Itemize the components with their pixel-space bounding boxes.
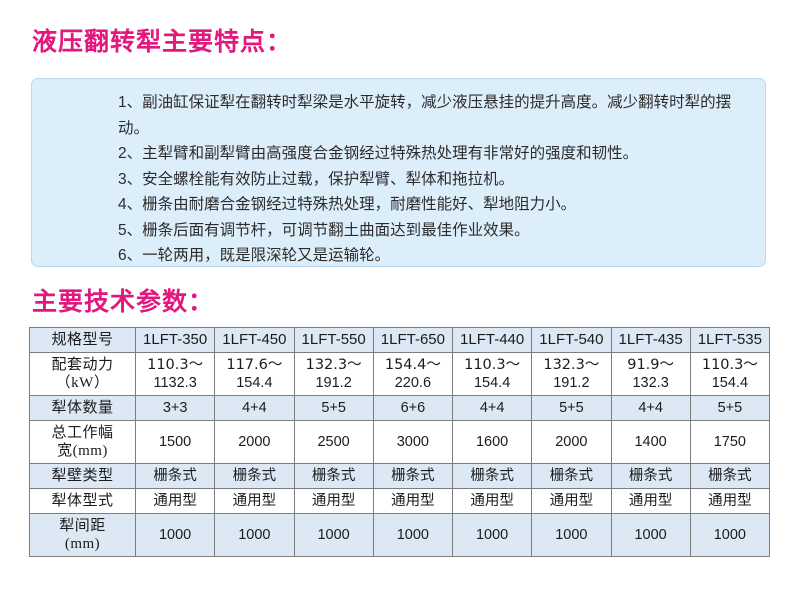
table-row: 犁体数量 3+3 4+4 5+5 6+6 4+4 5+5 4+4 5+5: [29, 395, 771, 421]
table-cell: 栅条式: [689, 463, 771, 489]
table-header-label: 规格型号: [29, 327, 136, 353]
feature-text: 1、副油缸保证犁在翻转时犁梁是水平旋转，减少液压悬挂的提升高度。减少翻转时犁的摆…: [118, 94, 732, 137]
table-header-cell: 1LFT-535: [689, 327, 771, 353]
table-cell: 栅条式: [214, 463, 295, 489]
table-row-label: 犁体型式: [29, 488, 136, 514]
features-heading: 液压翻转犁主要特点：: [32, 29, 293, 56]
table-cell: 1000: [531, 513, 612, 557]
table-cell: 通用型: [451, 488, 533, 514]
table-row: 总工作幅 宽(mm) 1500 2000 2500 3000 1600 2000 1400 175…: [29, 420, 771, 464]
table-cell: 2000: [214, 420, 295, 464]
table-cell: 通用型: [610, 488, 691, 514]
table-cell: 91.9～ 132.3: [610, 352, 691, 396]
table-cell: 5+5: [689, 395, 771, 421]
table-cell: 5+5: [293, 395, 374, 421]
specs-heading: 主要技术参数：: [32, 289, 215, 316]
table-cell: 栅条式: [531, 463, 612, 489]
table-cell: 2000: [531, 420, 612, 464]
feature-text: 6、一轮两用，既是限深轮又是运输轮。: [118, 247, 391, 264]
table-cell: 通用型: [214, 488, 295, 514]
table-cell: 通用型: [689, 488, 771, 514]
table-cell: 1000: [610, 513, 691, 557]
table-cell: 1400: [610, 420, 691, 464]
table-header-cell: 1LFT-450: [214, 327, 295, 353]
table-cell: 1000: [372, 513, 454, 557]
table-row-label: 犁体数量: [29, 395, 136, 421]
table-row-label: 犁壁类型: [29, 463, 136, 489]
spec-table-container: 规格型号 1LFT-350 1LFT-450 1LFT-550 1LFT-650 1LFT…: [29, 327, 771, 557]
table-cell: 1000: [214, 513, 295, 557]
table-cell: 132.3～ 191.2: [531, 352, 612, 396]
table-cell: 1000: [451, 513, 533, 557]
table-cell: 栅条式: [610, 463, 691, 489]
table-header-cell: 1LFT-550: [293, 327, 374, 353]
table-row: 犁间距 (mm) 1000 1000 1000 1000 1000 1000 1000 1000: [29, 513, 771, 557]
table-header-cell: 1LFT-435: [610, 327, 691, 353]
table-cell: 110.3～ 154.4: [451, 352, 533, 396]
table-cell: 1600: [451, 420, 533, 464]
table-cell: 2500: [293, 420, 374, 464]
table-cell: 6+6: [372, 395, 454, 421]
feature-text: 5、栅条后面有调节杆，可调节翻土曲面达到最佳作业效果。: [118, 221, 530, 239]
features-panel: 1、副油缸保证犁在翻转时犁梁是水平旋转，减少液压悬挂的提升高度。减少翻转时犁的摆…: [31, 78, 766, 267]
table-header-cell: 1LFT-540: [531, 327, 612, 353]
table-row: 犁壁类型 栅条式 栅条式 栅条式 栅条式 栅条式 栅条式 栅条式 栅条式: [29, 463, 771, 489]
table-row-label: 犁间距 (mm): [29, 513, 136, 557]
table-cell: 1750: [689, 420, 771, 464]
table-cell: 132.3～ 191.2: [293, 352, 374, 396]
features-list: 1、副油缸保证犁在翻转时犁梁是水平旋转，减少液压悬挂的提升高度。减少翻转时犁的摆…: [46, 90, 751, 269]
list-item: 1、副油缸保证犁在翻转时犁梁是水平旋转，减少液压悬挂的提升高度。减少翻转时犁的摆…: [46, 90, 751, 141]
table-cell: 1000: [689, 513, 771, 557]
table-cell: 栅条式: [451, 463, 533, 489]
table-cell: 3000: [372, 420, 454, 464]
list-item: 4、栅条由耐磨合金钢经过特殊热处理，耐磨性能好、犁地阻力小。: [46, 192, 751, 218]
table-cell: 3+3: [134, 395, 216, 421]
list-item: 5、栅条后面有调节杆，可调节翻土曲面达到最佳作业效果。: [46, 218, 751, 244]
table-row: 犁体型式 通用型 通用型 通用型 通用型 通用型 通用型 通用型 通用型: [29, 488, 771, 514]
table-cell: 通用型: [134, 488, 216, 514]
table-cell: 110.3～ 1132.3: [134, 352, 216, 396]
spec-table: 规格型号 1LFT-350 1LFT-450 1LFT-550 1LFT-650 1LFT…: [29, 327, 771, 557]
table-row: 配套动力 （kW） 110.3～ 1132.3 117.6～ 154.4 132.3～ 191…: [29, 352, 771, 396]
feature-text: 4、栅条由耐磨合金钢经过特殊热处理，耐磨性能好、犁地阻力小。: [118, 196, 577, 213]
table-cell: 4+4: [610, 395, 691, 421]
table-cell: 5+5: [531, 395, 612, 421]
table-cell: 110.3～ 154.4: [689, 352, 771, 396]
feature-text: 3、安全螺栓能有效防止过载，保护犁臂、犁体和拖拉机。: [118, 170, 515, 188]
table-cell: 栅条式: [134, 463, 216, 489]
table-header-cell: 1LFT-440: [451, 327, 533, 353]
list-item: 6、一轮两用，既是限深轮又是运输轮。: [46, 243, 751, 269]
table-header-cell: 1LFT-350: [134, 327, 216, 353]
table-cell: 通用型: [293, 488, 374, 514]
list-item: 2、主犁臂和副犁臂由高强度合金钢经过特殊热处理有非常好的强度和韧性。: [46, 141, 751, 167]
table-header-cell: 1LFT-650: [372, 327, 454, 353]
table-cell: 通用型: [531, 488, 612, 514]
feature-text: 2、主犁臂和副犁臂由高强度合金钢经过特殊热处理有非常好的强度和韧性。: [118, 145, 639, 162]
table-cell: 栅条式: [372, 463, 454, 489]
list-item: 3、安全螺栓能有效防止过载，保护犁臂、犁体和拖拉机。: [46, 167, 751, 193]
table-row-label: 总工作幅 宽(mm): [29, 420, 136, 464]
table-cell: 117.6～ 154.4: [214, 352, 295, 396]
table-cell: 154.4～ 220.6: [372, 352, 454, 396]
table-cell: 1500: [134, 420, 216, 464]
table-cell: 栅条式: [293, 463, 374, 489]
table-cell: 4+4: [451, 395, 533, 421]
table-header-row: 规格型号 1LFT-350 1LFT-450 1LFT-550 1LFT-650 1LFT…: [29, 327, 771, 353]
table-cell: 4+4: [214, 395, 295, 421]
table-cell: 1000: [134, 513, 216, 557]
table-cell: 1000: [293, 513, 374, 557]
table-row-label: 配套动力 （kW）: [29, 352, 136, 396]
table-cell: 通用型: [372, 488, 454, 514]
